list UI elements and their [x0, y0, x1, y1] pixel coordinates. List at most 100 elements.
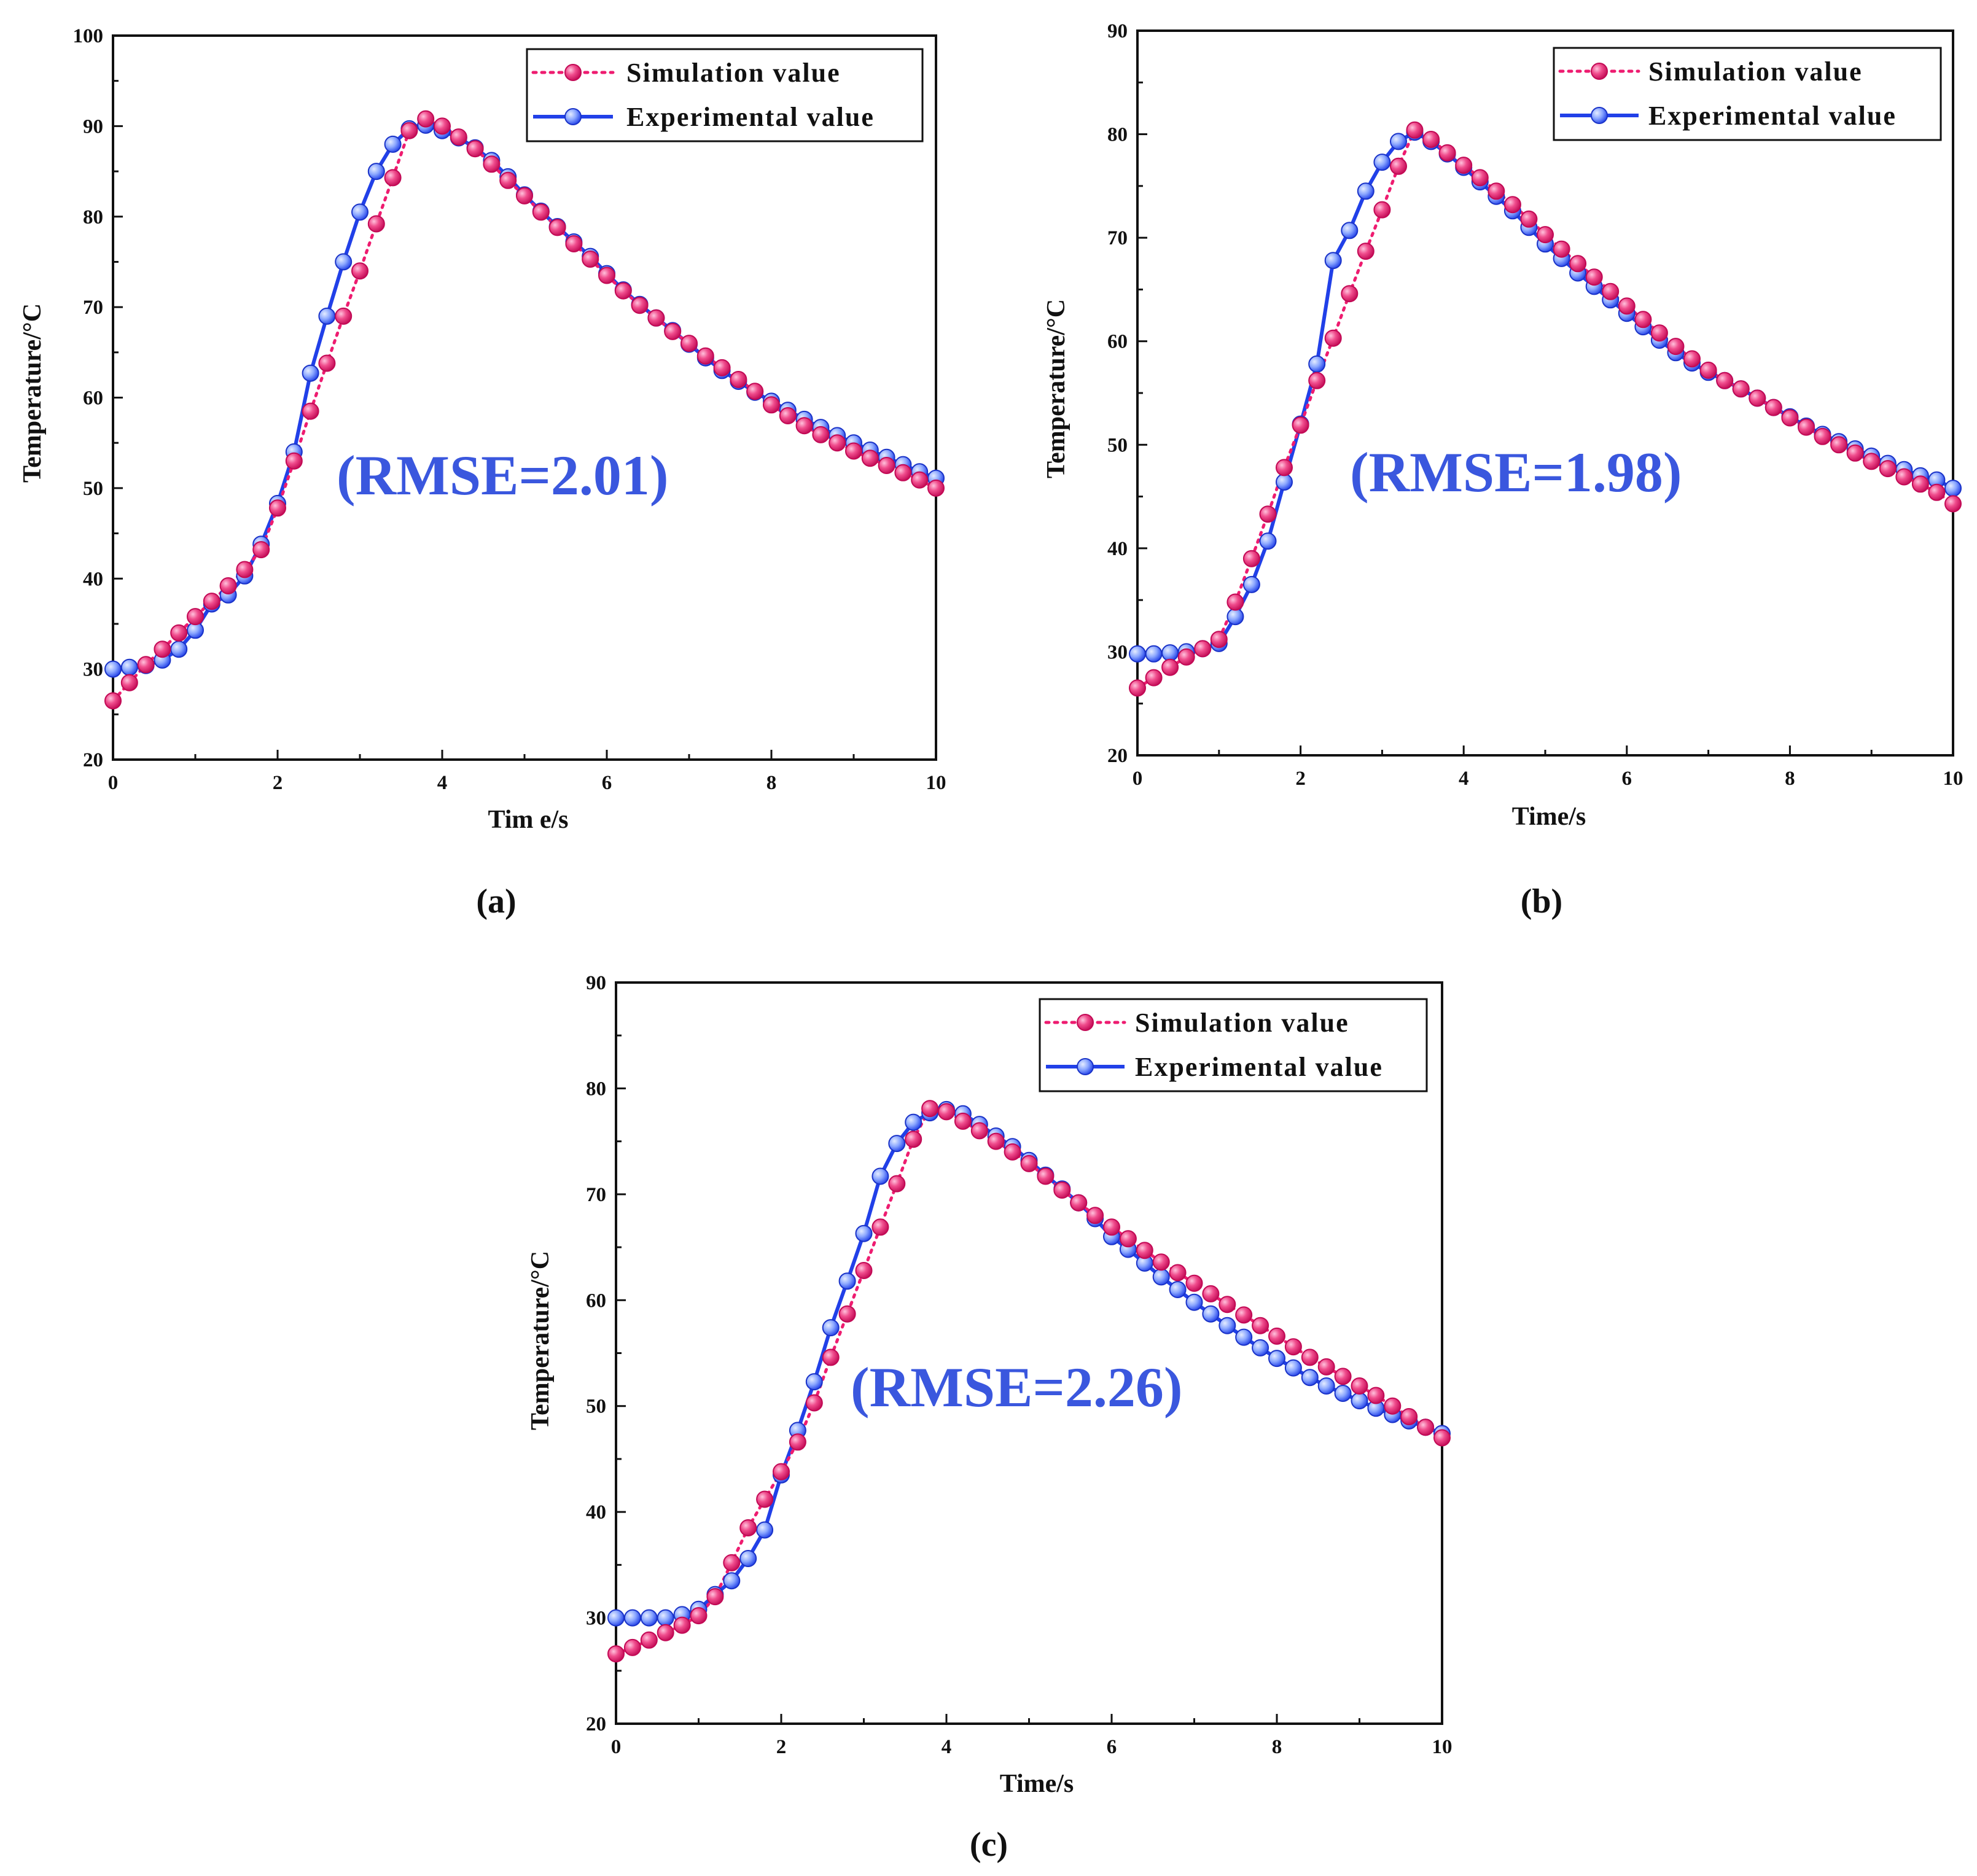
simulation-point — [607, 1645, 625, 1663]
experimental-point — [1373, 154, 1391, 171]
simulation-point — [1317, 1358, 1335, 1376]
experimental-point — [1219, 1317, 1236, 1334]
simulation-point — [1488, 182, 1505, 200]
simulation-point — [285, 452, 303, 470]
legend-exp-marker — [1077, 1058, 1094, 1075]
simulation-point — [137, 656, 155, 674]
simulation-point — [1911, 475, 1929, 493]
simulation-point — [713, 359, 731, 376]
simulation-point — [763, 396, 780, 414]
simulation-point — [894, 464, 912, 481]
simulation-point — [773, 1463, 790, 1481]
simulation-point — [1830, 436, 1848, 454]
legend-box — [1039, 998, 1428, 1092]
y-tick-label: 80 — [1107, 124, 1128, 146]
x-tick-label: 4 — [1459, 768, 1469, 790]
simulation-point — [1764, 399, 1782, 416]
simulation-point — [812, 426, 830, 443]
simulation-point — [1161, 658, 1179, 676]
x-tick-label: 8 — [1272, 1736, 1282, 1758]
simulation-series-line — [1136, 128, 1955, 690]
simulation-point — [1202, 1285, 1220, 1302]
experimental-point — [623, 1609, 641, 1627]
simulation-point — [1846, 444, 1864, 462]
y-tick-label: 50 — [1107, 434, 1128, 456]
rmse-annotation: (RMSE=2.26) — [851, 1356, 1183, 1419]
simulation-point — [829, 434, 846, 452]
simulation-point — [888, 1175, 906, 1193]
experimental-point — [905, 1113, 922, 1131]
simulation-point — [779, 407, 797, 424]
experimental-point — [1235, 1328, 1253, 1346]
simulation-point — [1422, 131, 1440, 148]
simulation-point — [1503, 196, 1521, 214]
y-axis-title: Temperature/°C — [526, 1251, 555, 1430]
experimental-point — [1317, 1377, 1335, 1395]
simulation-point — [746, 383, 764, 400]
simulation-point — [1136, 1242, 1153, 1259]
experimental-point — [723, 1572, 741, 1590]
experimental-point — [1242, 575, 1260, 593]
simulation-point — [1020, 1154, 1038, 1172]
y-tick-label: 70 — [1107, 227, 1128, 249]
simulation-point — [673, 1616, 691, 1634]
experimental-point — [1226, 608, 1244, 626]
simulation-point — [450, 128, 467, 146]
y-tick-label: 90 — [1107, 20, 1128, 42]
simulation-point — [1334, 1368, 1352, 1385]
experimental-point — [1202, 1305, 1220, 1323]
y-tick-label: 60 — [83, 387, 103, 410]
simulation-point — [921, 1100, 939, 1118]
y-tick-label: 70 — [83, 297, 103, 319]
legend-sim-marker — [1077, 1014, 1094, 1031]
y-tick-label: 20 — [1107, 745, 1128, 767]
legend-sim-label: Simulation value — [1135, 1008, 1349, 1038]
simulation-point — [1455, 157, 1473, 174]
simulation-point — [1169, 1264, 1187, 1282]
experimental-point — [384, 135, 402, 153]
y-tick-label: 80 — [586, 1078, 606, 1100]
simulation-point — [1284, 1338, 1302, 1356]
panel-caption: (b) — [1521, 882, 1562, 920]
simulation-point — [1210, 631, 1228, 648]
simulation-point — [1634, 311, 1652, 329]
y-tick-label: 30 — [586, 1608, 606, 1630]
experimental-point — [1390, 133, 1407, 150]
simulation-point — [1928, 483, 1946, 501]
simulation-point — [878, 457, 895, 474]
y-tick-label: 90 — [586, 972, 606, 994]
y-tick-label: 30 — [83, 659, 103, 681]
legend-exp-marker — [1591, 107, 1608, 124]
experimental-point — [1185, 1293, 1203, 1311]
simulation-point — [723, 1554, 741, 1571]
experimental-point — [607, 1609, 625, 1627]
experimental-point — [170, 640, 188, 658]
panel-caption: (a) — [476, 882, 516, 920]
experimental-point — [1169, 1281, 1187, 1298]
simulation-point — [335, 307, 353, 325]
x-tick-label: 4 — [942, 1736, 952, 1758]
simulation-point — [1400, 1408, 1418, 1425]
simulation-point — [548, 219, 566, 236]
simulation-point — [927, 479, 945, 497]
simulation-point — [789, 1433, 806, 1451]
simulation-point — [1569, 255, 1587, 273]
simulation-point — [1152, 1253, 1170, 1271]
simulation-point — [1585, 268, 1603, 286]
simulation-point — [367, 215, 385, 233]
x-tick-label: 6 — [602, 772, 612, 794]
simulation-point — [1194, 640, 1212, 658]
simulation-point — [1895, 468, 1913, 486]
simulation-point — [1004, 1143, 1021, 1161]
simulation-point — [614, 282, 632, 300]
legend-sim-marker — [1591, 63, 1608, 80]
simulation-point — [1814, 427, 1831, 445]
experimental-point — [1351, 1392, 1368, 1410]
experimental-point — [888, 1135, 906, 1153]
experimental-point — [302, 364, 319, 382]
simulation-series-line — [111, 117, 938, 703]
simulation-point — [1384, 1397, 1402, 1415]
simulation-point — [664, 322, 682, 340]
x-tick-label: 10 — [1432, 1736, 1453, 1758]
